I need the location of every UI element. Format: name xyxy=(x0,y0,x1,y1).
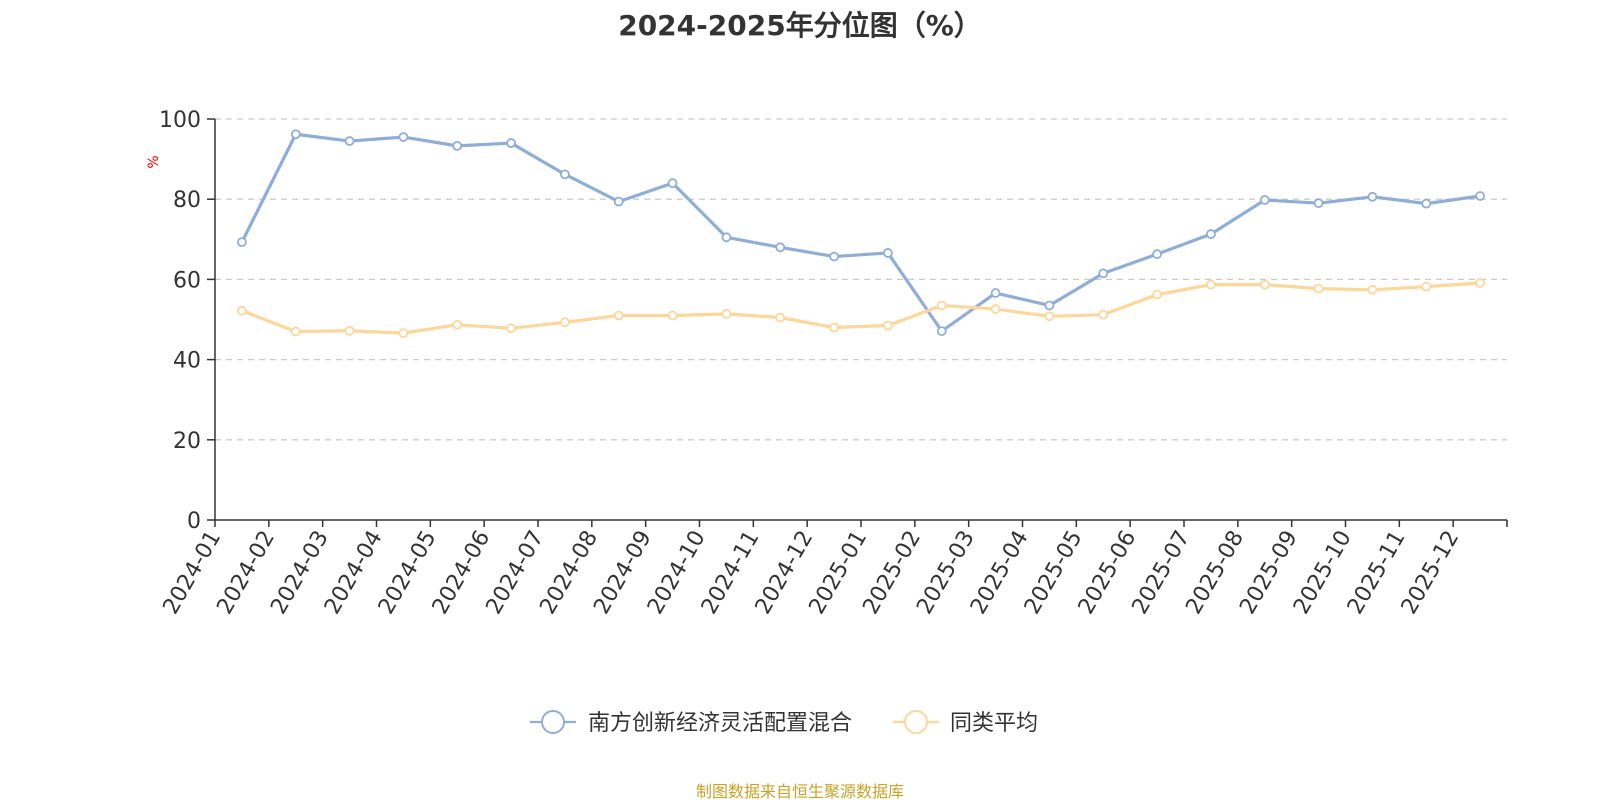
series-line-0 xyxy=(242,134,1480,331)
data-point[interactable] xyxy=(1476,279,1484,287)
data-point[interactable] xyxy=(346,137,354,145)
data-point[interactable] xyxy=(1045,312,1053,320)
data-point[interactable] xyxy=(561,170,569,178)
data-point[interactable] xyxy=(884,322,892,330)
data-point[interactable] xyxy=(292,130,300,138)
data-point[interactable] xyxy=(615,311,623,319)
y-tick-label: 80 xyxy=(173,188,201,213)
data-point[interactable] xyxy=(938,327,946,335)
data-point[interactable] xyxy=(615,198,623,206)
series-lines xyxy=(238,130,1484,337)
y-tick-label: 60 xyxy=(173,268,201,293)
data-point[interactable] xyxy=(1261,281,1269,289)
data-point[interactable] xyxy=(1315,285,1323,293)
data-point[interactable] xyxy=(292,328,300,336)
data-point[interactable] xyxy=(938,301,946,309)
data-point[interactable] xyxy=(507,139,515,147)
data-point[interactable] xyxy=(1261,196,1269,204)
legend-marker xyxy=(905,711,927,733)
data-point[interactable] xyxy=(669,179,677,187)
data-point[interactable] xyxy=(238,238,246,246)
data-point[interactable] xyxy=(507,324,515,332)
y-axis-label: % xyxy=(146,155,162,168)
data-point[interactable] xyxy=(1207,281,1215,289)
data-point[interactable] xyxy=(1153,250,1161,258)
data-point[interactable] xyxy=(1422,200,1430,208)
data-point[interactable] xyxy=(669,311,677,319)
data-point[interactable] xyxy=(1315,199,1323,207)
data-point[interactable] xyxy=(561,318,569,326)
data-point[interactable] xyxy=(1099,269,1107,277)
axes: 020406080100%2024-012024-022024-032024-0… xyxy=(146,108,1507,619)
data-point[interactable] xyxy=(1422,283,1430,291)
legend-label: 同类平均 xyxy=(950,711,1038,736)
y-tick-label: 40 xyxy=(173,349,201,374)
data-point[interactable] xyxy=(992,305,1000,313)
data-point[interactable] xyxy=(346,327,354,335)
data-point[interactable] xyxy=(776,313,784,321)
data-point[interactable] xyxy=(992,289,1000,297)
data-point[interactable] xyxy=(1368,193,1376,201)
series-line-1 xyxy=(242,283,1480,333)
y-tick-label: 100 xyxy=(159,108,201,133)
y-tick-label: 20 xyxy=(173,429,201,454)
data-point[interactable] xyxy=(1476,192,1484,200)
data-point[interactable] xyxy=(453,142,461,150)
data-point[interactable] xyxy=(830,324,838,332)
data-point[interactable] xyxy=(399,329,407,337)
data-point[interactable] xyxy=(238,307,246,315)
data-point[interactable] xyxy=(1368,286,1376,294)
data-point[interactable] xyxy=(1207,230,1215,238)
legend-item-0[interactable]: 南方创新经济灵活配置混合 xyxy=(530,711,852,736)
data-point[interactable] xyxy=(722,310,730,318)
legend-label: 南方创新经济灵活配置混合 xyxy=(588,711,852,736)
data-point[interactable] xyxy=(1045,301,1053,309)
legend-item-1[interactable]: 同类平均 xyxy=(893,711,1038,736)
legend[interactable]: 南方创新经济灵活配置混合 同类平均 xyxy=(530,711,1038,736)
data-point[interactable] xyxy=(830,253,838,261)
data-point[interactable] xyxy=(722,233,730,241)
y-tick-label: 0 xyxy=(187,509,201,534)
data-point[interactable] xyxy=(776,243,784,251)
legend-marker xyxy=(542,711,564,733)
data-point[interactable] xyxy=(453,321,461,329)
grid-lines xyxy=(215,119,1507,440)
data-point[interactable] xyxy=(1153,291,1161,299)
data-point[interactable] xyxy=(884,249,892,257)
source-note: 制图数据来自恒生聚源数据库 xyxy=(0,778,1600,800)
data-point[interactable] xyxy=(399,133,407,141)
data-point[interactable] xyxy=(1099,311,1107,319)
